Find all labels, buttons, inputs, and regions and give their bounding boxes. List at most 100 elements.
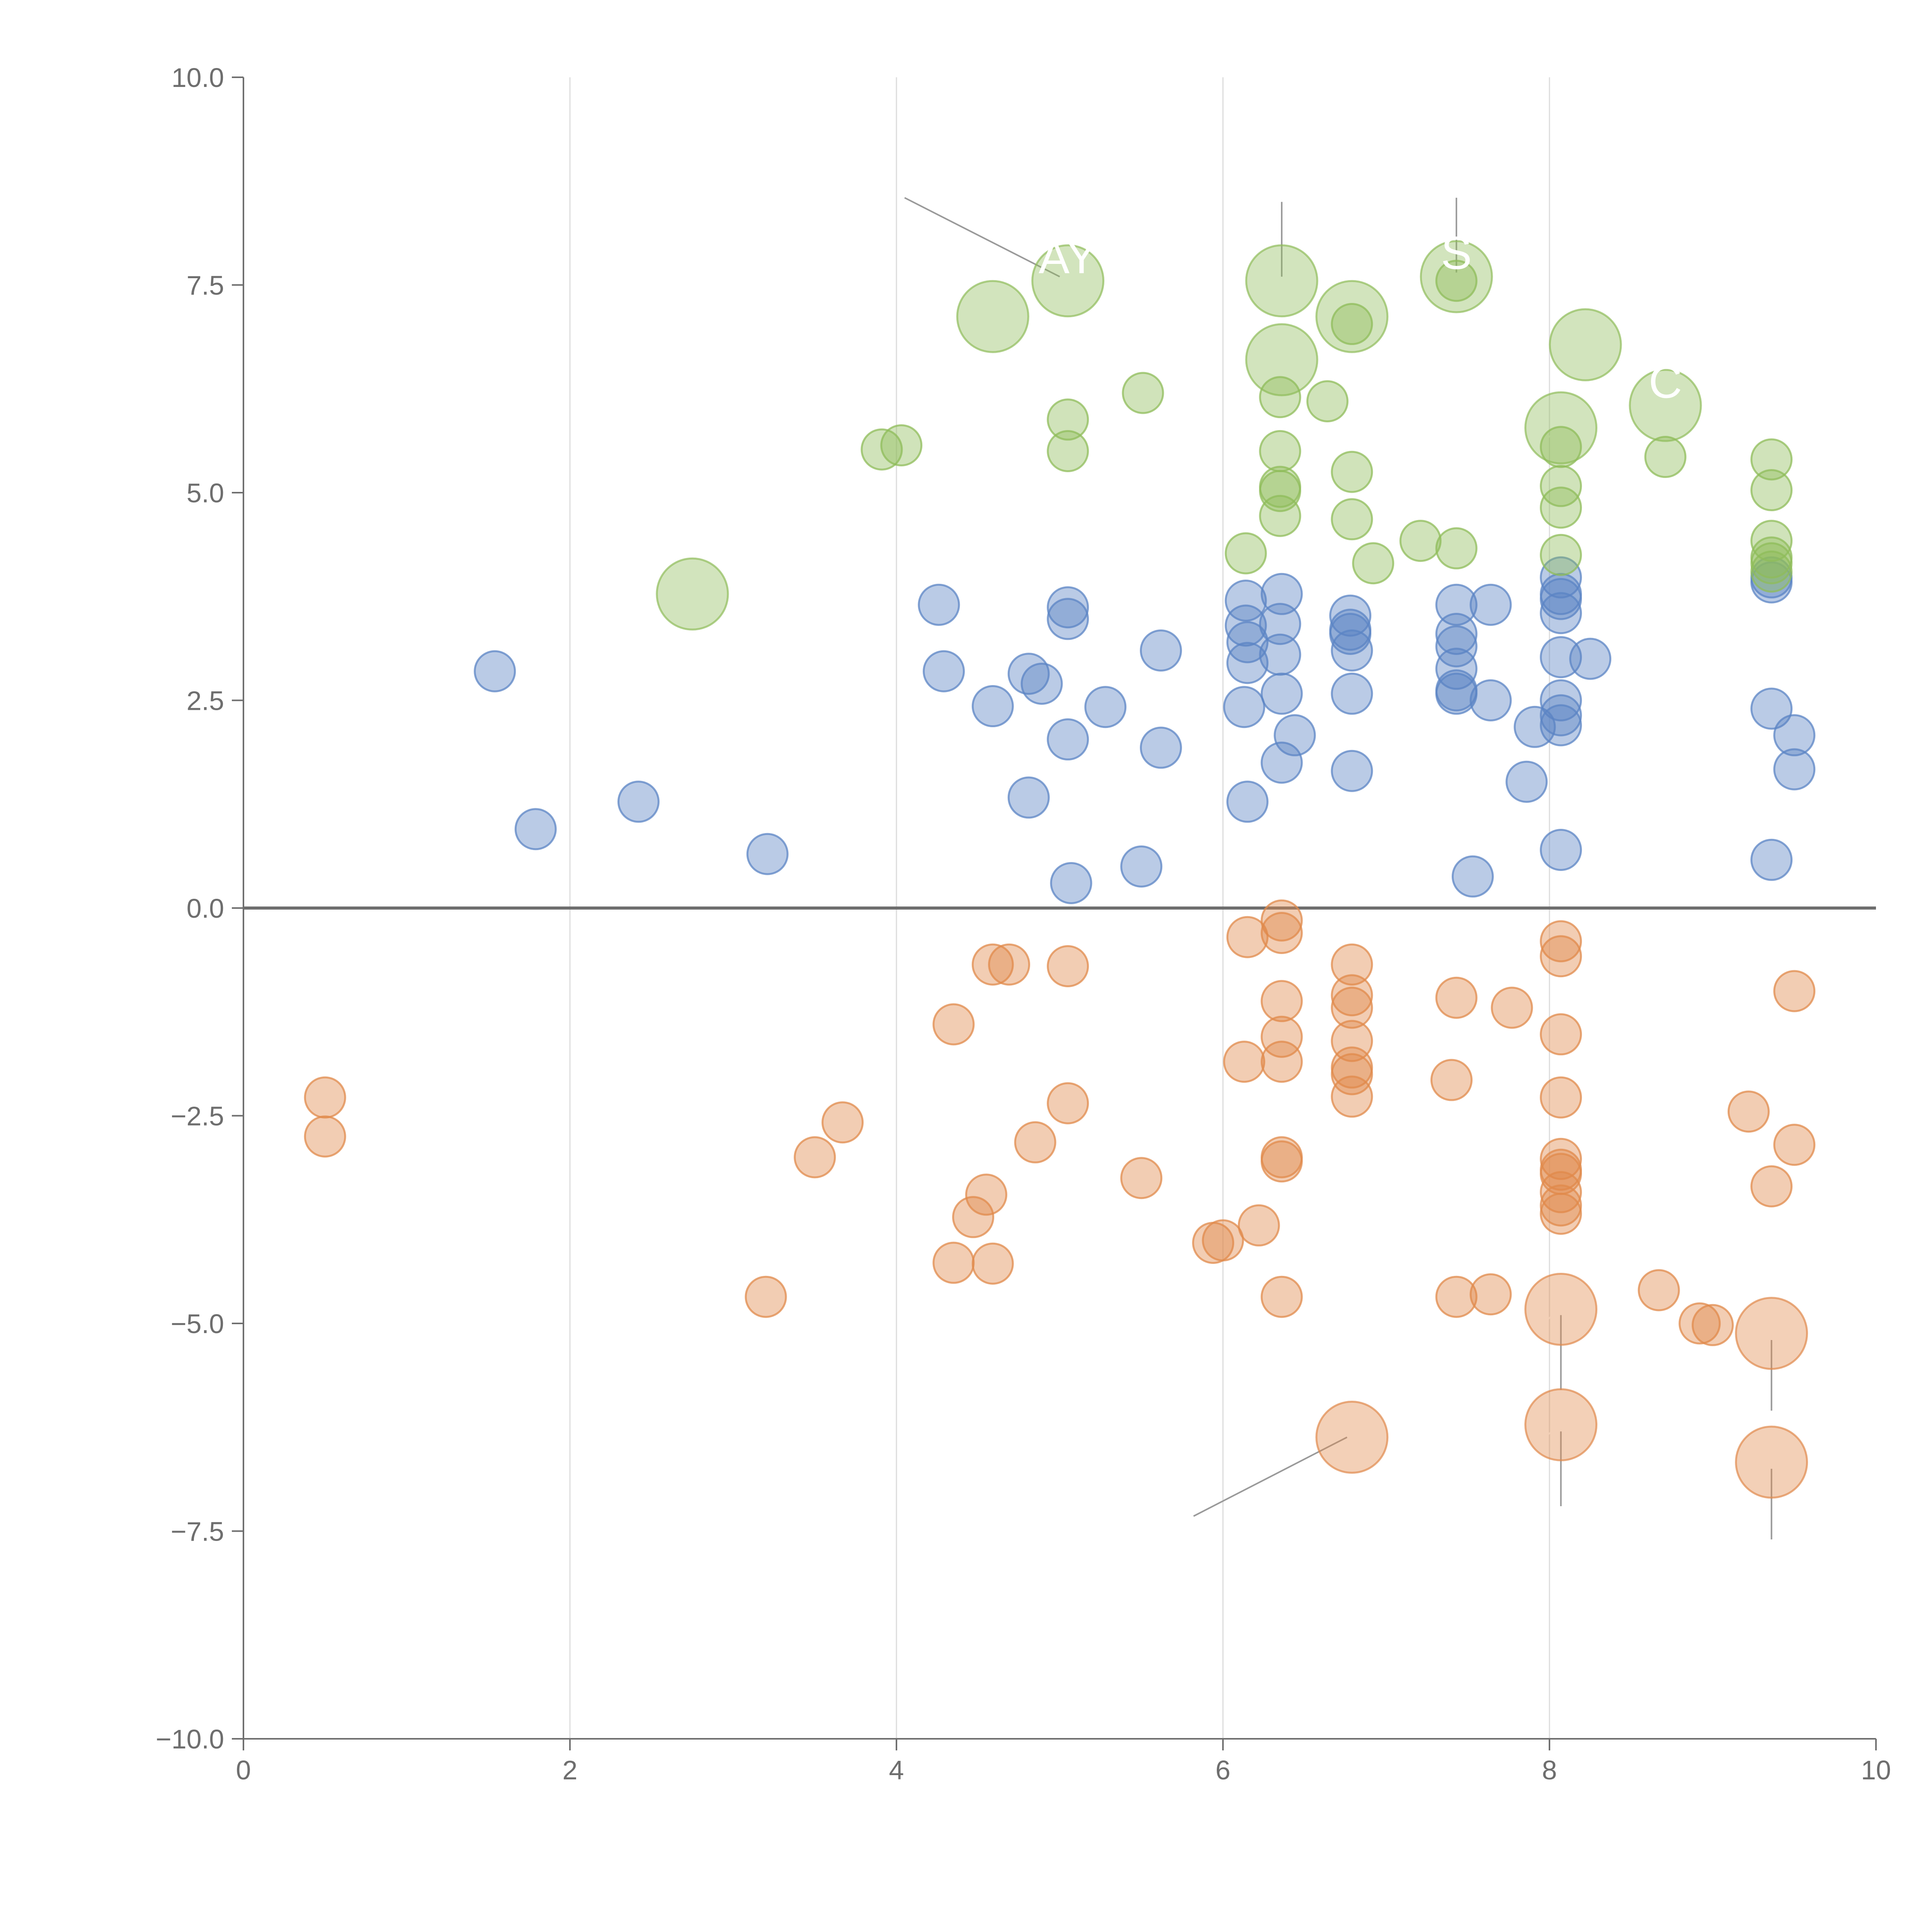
data-point-blue <box>1007 776 1050 819</box>
highlight-point-green <box>956 280 1029 353</box>
data-point-green <box>1352 542 1395 585</box>
data-point-blue <box>1225 604 1267 647</box>
data-point-green <box>1259 470 1301 512</box>
data-point-blue <box>1139 629 1182 672</box>
data-point-green <box>1331 303 1373 345</box>
data-point-orange <box>1331 943 1373 986</box>
data-point-orange <box>1331 1053 1373 1095</box>
data-point-blue <box>1047 586 1089 629</box>
data-point-blue <box>1569 638 1612 680</box>
data-point-orange <box>1435 976 1478 1019</box>
y-tick-label: 2.5 <box>187 686 224 716</box>
point-labels: AY S C <box>1039 227 1682 408</box>
data-point-orange <box>304 1115 346 1158</box>
data-point-orange <box>1260 1276 1303 1318</box>
data-point-green <box>1047 430 1089 472</box>
data-point-orange <box>1430 1059 1473 1101</box>
highlight-point-green <box>1524 391 1598 464</box>
leader-inner <box>1334 312 1357 331</box>
data-point-blue <box>1259 603 1301 645</box>
data-point-blue <box>1451 855 1494 898</box>
data-point-orange <box>1491 986 1533 1029</box>
highlight-point-green <box>1031 244 1105 318</box>
data-point-orange <box>1223 1041 1265 1083</box>
data-point-blue <box>1329 613 1372 655</box>
data-points <box>304 240 1816 1499</box>
data-point-blue <box>1047 718 1089 761</box>
data-point-blue <box>474 650 516 692</box>
data-point-green <box>1259 495 1301 537</box>
data-point-orange <box>304 1076 346 1119</box>
data-point-orange <box>952 1196 995 1238</box>
data-point-orange <box>821 1101 864 1144</box>
leader-inner <box>1438 272 1461 291</box>
data-point-green <box>1540 486 1582 529</box>
data-point-orange <box>1260 1041 1303 1083</box>
data-point-orange <box>965 1173 1007 1216</box>
data-point-blue <box>923 650 965 692</box>
highlight-point-green <box>656 557 729 631</box>
data-point-blue <box>1120 845 1163 888</box>
data-point-blue <box>1226 781 1269 823</box>
data-point-orange <box>1260 899 1303 942</box>
data-point-orange <box>1469 1273 1512 1316</box>
data-point-green <box>1225 532 1267 575</box>
data-point-blue <box>1331 750 1373 792</box>
data-point-blue <box>1260 742 1303 784</box>
data-point-blue <box>1540 636 1582 679</box>
highlight-point-orange <box>1524 1388 1598 1461</box>
data-point-orange <box>1540 920 1582 963</box>
data-point-orange <box>932 1003 975 1046</box>
leader-inner <box>1753 1329 1776 1348</box>
data-point-blue <box>1331 629 1373 672</box>
y-tick-label: 5.0 <box>187 478 224 508</box>
y-tick-label: −10.0 <box>156 1724 224 1754</box>
x-tick-label: 10 <box>1861 1755 1891 1785</box>
data-point-green <box>1750 520 1793 562</box>
highlight-point-green <box>1629 369 1702 442</box>
label-leader-lines <box>674 197 1776 1539</box>
leader-inner <box>975 312 997 331</box>
point-label: S <box>1441 227 1472 279</box>
data-point-green <box>1259 430 1301 472</box>
data-point-blue <box>1540 829 1582 871</box>
data-point-blue <box>1260 573 1303 615</box>
data-point-green <box>1435 260 1478 302</box>
highlight-point-green <box>1245 244 1318 318</box>
highlight-point-green <box>1245 323 1318 396</box>
data-point-orange <box>1750 1165 1793 1208</box>
data-point-orange <box>1202 1219 1244 1262</box>
data-point-blue <box>1329 594 1372 637</box>
data-point-orange <box>1727 1090 1770 1133</box>
data-point-green <box>1331 451 1373 493</box>
data-point-blue <box>1050 862 1092 904</box>
data-point-orange <box>1331 1075 1373 1118</box>
data-point-green <box>1122 372 1164 414</box>
x-tick-label: 2 <box>563 1755 578 1785</box>
leader-inner <box>1334 1433 1357 1452</box>
leader-inner <box>1567 340 1590 359</box>
y-tick-label: −7.5 <box>171 1517 224 1547</box>
data-point-orange <box>1014 1121 1056 1163</box>
data-point-blue <box>1084 686 1127 728</box>
data-point-orange <box>1638 1269 1680 1311</box>
data-point-green <box>1750 550 1793 593</box>
highlight-point-orange <box>1524 1272 1598 1346</box>
data-point-orange <box>1540 1171 1582 1213</box>
data-point-orange <box>1260 1015 1303 1058</box>
axes: 0 2 4 6 8 10 10.0 7.5 5.0 2.5 0.0 −2.5 −5.0 −7.5 −10.0 <box>156 63 1891 1785</box>
data-point-green <box>1331 498 1373 541</box>
data-point-orange <box>988 943 1031 986</box>
leader-inner <box>1543 1420 1565 1439</box>
leader-inner <box>1753 1458 1776 1476</box>
data-point-green <box>1750 438 1793 481</box>
data-point-blue <box>1435 625 1478 668</box>
data-point-green <box>1399 520 1442 562</box>
data-point-orange <box>1773 970 1816 1012</box>
leader-inner <box>1050 276 1072 295</box>
highlight-point-green <box>1420 240 1493 313</box>
data-point-green <box>1540 534 1582 576</box>
data-point-orange <box>1435 1276 1478 1318</box>
highlight-point-orange <box>1735 1425 1808 1499</box>
